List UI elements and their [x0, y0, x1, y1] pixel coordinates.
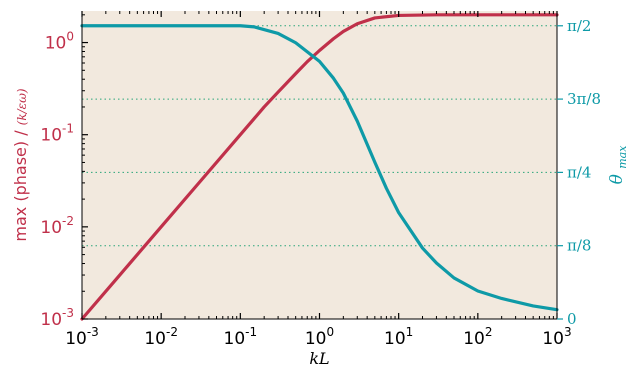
plot-background — [82, 11, 557, 319]
x-tick-label: 102 — [463, 325, 492, 349]
x-tick-label: 101 — [384, 325, 413, 349]
series-line-2 — [80, 24, 559, 312]
y-right-tick-label: π/2 — [567, 17, 591, 35]
y-left-axis: 10-3 10-2 10-1 100 — [40, 14, 88, 330]
y-left-axis-label: max (phase) / (k/εω) — [11, 88, 30, 242]
series-layer — [80, 13, 559, 321]
x-tick-label: 10-2 — [144, 325, 178, 349]
y-right-tick-label: π/4 — [567, 163, 591, 181]
y-left-tick-label: 10-2 — [40, 214, 74, 238]
x-tick-label: 10-1 — [224, 325, 258, 349]
y-left-label-main: max (phase) / — [11, 130, 30, 242]
y-left-tick-label: 100 — [45, 30, 74, 54]
y-right-label-sub: max — [616, 145, 629, 169]
x-axis: 10-3 10-2 10-1 100 101 102 103 — [65, 11, 572, 349]
y-left-tick-label: 10-1 — [40, 122, 74, 146]
svg-text:θ max: θ max — [607, 145, 629, 185]
y-right-axis-label: θ max — [607, 145, 629, 185]
y-left-label-frac: (k/εω) — [15, 88, 29, 125]
y-right-axis: 0 π/8 π/4 3π/8 π/2 — [557, 17, 601, 328]
x-tick-label: 103 — [542, 325, 571, 349]
x-axis-label: kL — [309, 349, 329, 368]
x-tick-label: 10-3 — [65, 325, 99, 349]
y-left-tick-label: 10-3 — [40, 306, 74, 330]
svg-text:max (phase) / (k/εω): max (phase) / (k/εω) — [11, 88, 30, 242]
y-right-tick-label: π/8 — [567, 237, 591, 255]
y-right-tick-label: 3π/8 — [567, 90, 601, 108]
y-right-label-main: θ — [607, 174, 627, 184]
y-right-tick-label: 0 — [567, 310, 577, 328]
x-tick-label: 100 — [305, 325, 334, 349]
